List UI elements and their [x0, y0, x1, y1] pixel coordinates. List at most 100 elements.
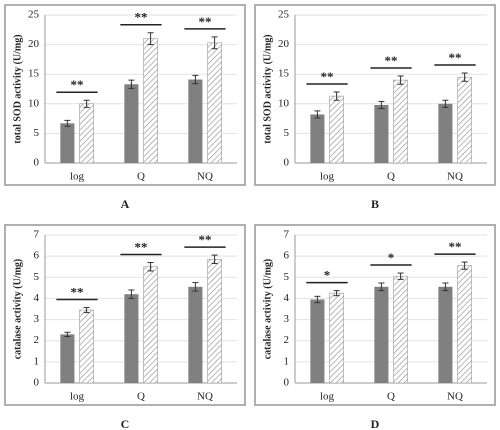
x-tick-label: log: [320, 171, 335, 183]
bar: [124, 84, 139, 163]
y-tick-label: 6: [34, 250, 40, 262]
error-bar: [314, 110, 321, 119]
y-tick-label: 15: [28, 68, 40, 80]
y-tick-label: 0: [284, 157, 290, 169]
y-tick-label: 20: [28, 38, 40, 50]
error-bar: [128, 289, 135, 299]
error-bar: [461, 261, 468, 270]
significance-label: **: [199, 232, 212, 247]
y-tick-label: 0: [34, 377, 40, 389]
significance-label: *: [388, 250, 395, 265]
error-bar: [333, 91, 340, 101]
bar: [207, 42, 222, 164]
error-bar: [461, 72, 468, 82]
y-tick-label: 15: [278, 68, 290, 80]
y-tick-label: 0: [284, 377, 290, 389]
error-bar: [378, 100, 385, 110]
bar: [124, 294, 139, 383]
y-tick-label: 1: [284, 355, 290, 367]
significance-label: **: [135, 239, 148, 254]
bar: [393, 79, 408, 164]
panel-label: D: [371, 417, 380, 430]
y-tick-label: 3: [34, 313, 40, 325]
y-tick-label: 10: [278, 97, 290, 109]
significance-label: **: [385, 53, 398, 68]
bar: [188, 286, 203, 383]
bar: [79, 103, 94, 164]
significance-label: **: [71, 285, 84, 300]
significance-label: **: [71, 77, 84, 92]
error-bar: [83, 99, 90, 108]
x-tick-label: log: [70, 171, 85, 183]
y-tick-label: 25: [278, 9, 290, 21]
bar: [310, 114, 325, 163]
significance-label: **: [199, 14, 212, 29]
panel-label: C: [121, 417, 130, 430]
bar: [393, 275, 408, 384]
y-tick-label: 5: [284, 271, 290, 283]
x-tick-label: Q: [387, 391, 395, 403]
error-bar: [397, 75, 404, 85]
y-axis-label: total SOD activity (U/mg): [12, 34, 23, 143]
error-bar: [442, 99, 449, 108]
y-tick-label: 7: [34, 229, 40, 241]
error-bar: [378, 282, 385, 292]
y-axis-label: catalase activity (U/mg): [262, 259, 273, 360]
y-tick-label: 25: [28, 9, 40, 21]
y-tick-label: 4: [284, 292, 290, 304]
x-tick-label: log: [70, 391, 85, 403]
bar: [60, 123, 75, 163]
error-bar: [211, 36, 218, 50]
x-tick-label: Q: [387, 171, 395, 183]
y-tick-label: 4: [34, 292, 40, 304]
x-tick-label: Q: [137, 391, 145, 403]
significance-label: **: [135, 10, 148, 25]
error-bar: [64, 331, 71, 337]
bar: [143, 266, 158, 384]
error-bar: [211, 254, 218, 265]
error-bar: [192, 282, 199, 292]
error-bar: [397, 272, 404, 280]
y-tick-label: 5: [34, 127, 40, 139]
bar: [438, 103, 453, 163]
bar: [374, 104, 389, 163]
y-axis-label: total SOD activity (U/mg): [262, 34, 273, 143]
y-tick-label: 0: [34, 157, 40, 169]
error-bar: [442, 282, 449, 292]
significance-label: *: [324, 268, 331, 283]
error-bar: [83, 307, 90, 314]
panel-label: A: [121, 197, 130, 211]
y-tick-label: 5: [284, 127, 290, 139]
y-tick-label: 3: [284, 313, 290, 325]
y-tick-label: 2: [34, 334, 40, 346]
bar: [188, 79, 203, 163]
y-tick-label: 1: [34, 355, 40, 367]
error-bar: [147, 261, 154, 272]
bar: [329, 95, 344, 164]
y-tick-label: 6: [284, 250, 290, 262]
bar: [457, 265, 472, 384]
bar: [79, 309, 94, 384]
y-tick-label: 7: [284, 229, 290, 241]
x-tick-label: NQ: [197, 391, 213, 403]
error-bar: [147, 32, 154, 46]
bar: [438, 286, 453, 383]
bar: [457, 76, 472, 164]
x-tick-label: NQ: [447, 391, 463, 403]
y-tick-label: 20: [278, 38, 290, 50]
y-tick-label: 10: [28, 97, 40, 109]
panel-label: B: [371, 197, 379, 211]
y-axis-label: catalase activity (U/mg): [12, 259, 23, 360]
error-bar: [192, 74, 199, 85]
bar: [329, 292, 344, 384]
bar: [143, 38, 158, 164]
bar: [60, 334, 75, 383]
significance-label: **: [321, 69, 334, 84]
error-bar: [314, 295, 321, 304]
significance-label: **: [449, 50, 462, 65]
error-bar: [64, 119, 71, 127]
x-tick-label: NQ: [447, 171, 463, 183]
